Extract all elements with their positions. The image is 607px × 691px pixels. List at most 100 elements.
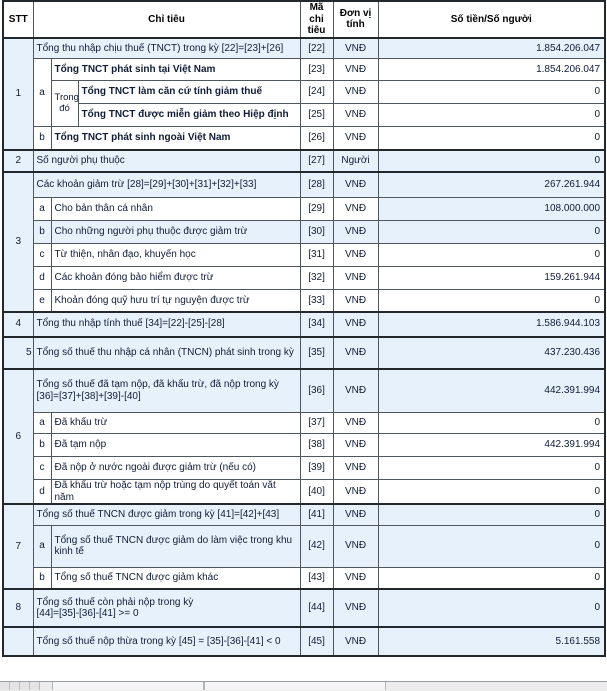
- sheet-tab[interactable]: [52, 682, 204, 690]
- amount-41: 0: [377, 503, 606, 526]
- amount-34: 1.586.944.103: [377, 310, 606, 337]
- row-30: b Cho những người phụ thuộc được giảm tr…: [3, 220, 606, 244]
- code-31: [31]: [299, 243, 334, 267]
- label-27: Số người phụ thuộc: [32, 148, 301, 172]
- letter-a-1: a: [32, 58, 52, 127]
- amount-33[interactable]: 0: [377, 289, 606, 312]
- stt-7: 7: [2, 503, 34, 590]
- row-42: a Tổng số thuế TNCN được giảm do làm việ…: [3, 524, 606, 568]
- label-42: Tổng số thuế TNCN được giảm do làm việc …: [50, 524, 301, 568]
- label-32: Các khoản đóng bảo hiểm được trừ: [50, 266, 301, 290]
- label-36-formula: [36]=[37]+[38]+[39]-[40]: [36, 390, 141, 402]
- header-chi-tieu: Chỉ tiêu: [32, 0, 301, 39]
- unit-34: VNĐ: [332, 310, 379, 337]
- sheet-nav-last-icon[interactable]: [30, 682, 40, 690]
- label-28: Các khoản giảm trừ [28]=[29]+[30]+[31]+[…: [32, 170, 301, 198]
- amount-28: 267.261.944: [377, 170, 606, 198]
- sheet-nav-first-icon[interactable]: [0, 682, 10, 690]
- amount-42: 0: [377, 524, 606, 568]
- unit-33: VNĐ: [332, 289, 379, 312]
- label-40: Đã khấu trừ hoặc tạm nộp trùng do quyết …: [50, 479, 301, 505]
- code-38: [38]: [299, 433, 334, 457]
- amount-31[interactable]: 0: [377, 243, 606, 267]
- amount-26[interactable]: 0: [377, 126, 606, 150]
- amount-29: 108.000.000: [377, 197, 606, 221]
- amount-23[interactable]: 1.854.206.047: [377, 58, 606, 81]
- row-43: b Tổng số thuế TNCN được giảm khác [43] …: [3, 566, 606, 590]
- stt-8: 8: [2, 588, 34, 628]
- row-40: d Đã khấu trừ hoặc tạm nộp trùng do quyế…: [3, 479, 606, 505]
- letter-e-3: e: [32, 289, 52, 312]
- label-35: Tổng số thuế thu nhập cá nhân (TNCN) phá…: [32, 335, 301, 369]
- row-22: 1 Tổng thu nhập chịu thuế (TNCT) trong k…: [2, 36, 606, 150]
- code-35: [35]: [299, 335, 334, 369]
- table-header-row: STT Chỉ tiêu Mã chi tiêu Đơn vị tính Số …: [2, 0, 606, 39]
- unit-31: VNĐ: [332, 243, 379, 267]
- amount-37[interactable]: 0: [377, 412, 606, 434]
- code-42: [42]: [299, 524, 334, 568]
- label-37: Đã khấu trừ: [50, 412, 301, 434]
- unit-29: VNĐ: [332, 197, 379, 221]
- amount-38[interactable]: 442.391.994: [377, 433, 606, 457]
- sheet-nav-next-icon[interactable]: [20, 682, 30, 690]
- label-25: Tổng TNCT được miễn giảm theo Hiệp định: [77, 103, 301, 127]
- letter-d-6: d: [32, 479, 52, 505]
- unit-30: VNĐ: [332, 220, 379, 244]
- row-45: Tổng số thuế nộp thừa trong kỳ [45] = [3…: [2, 626, 606, 657]
- unit-38: VNĐ: [332, 433, 379, 457]
- label-23: Tổng TNCT phát sinh tại Việt Nam: [50, 58, 301, 81]
- stt-2: 2: [2, 148, 34, 172]
- label-34: Tổng thu nhập tính thuế [34]=[22]-[25]-[…: [32, 310, 301, 337]
- row-25: Tổng TNCT được miễn giảm theo Hiệp định …: [3, 103, 606, 127]
- row-35: 5 Tổng số thuế thu nhập cá nhân (TNCN) p…: [2, 335, 606, 369]
- letter-a-7: a: [32, 524, 52, 568]
- unit-41: VNĐ: [332, 503, 379, 526]
- stt-4: 4: [2, 310, 34, 337]
- row-37: a Đã khấu trừ [37] VNĐ 0: [3, 412, 606, 434]
- code-34: [34]: [299, 310, 334, 337]
- sheet-nav-prev-icon[interactable]: [10, 682, 20, 690]
- row-26: b Tổng TNCT phát sinh ngoài Việt Nam [26…: [3, 126, 606, 150]
- label-44-text: Tổng số thuế còn phải nộp trong kỳ: [36, 596, 194, 608]
- amount-25[interactable]: 0: [377, 103, 606, 127]
- amount-35: 437.230.436: [377, 335, 606, 369]
- row-27: 2 Số người phụ thuộc [27] Người 0: [2, 148, 606, 172]
- row-24: Trong đó Tổng TNCT làm căn cứ tính giảm …: [3, 80, 606, 127]
- amount-22: 1.854.206.047: [377, 36, 606, 59]
- sheet-tab[interactable]: [204, 682, 386, 690]
- amount-45: 5.161.558: [377, 626, 606, 657]
- letter-c-3: c: [32, 243, 52, 267]
- amount-24[interactable]: 0: [377, 80, 606, 104]
- letter-b-1: b: [32, 126, 52, 150]
- stt-5: 5: [2, 335, 34, 369]
- code-36: [36]: [299, 367, 334, 413]
- unit-25: VNĐ: [332, 103, 379, 127]
- label-44-formula: [44]=[35]-[36]-[41] >= 0: [36, 608, 139, 619]
- amount-40[interactable]: 0: [377, 479, 606, 505]
- header-don-vi-tinh: Đơn vị tính: [332, 0, 379, 39]
- label-36-text: Tổng số thuế đã tạm nộp, đã khấu trừ, đã…: [36, 379, 279, 391]
- row-34: 4 Tổng thu nhập tính thuế [34]=[22]-[25]…: [2, 310, 606, 337]
- amount-32[interactable]: 159.261.944: [377, 266, 606, 290]
- unit-27: Người: [332, 148, 379, 172]
- label-44: Tổng số thuế còn phải nộp trong kỳ [44]=…: [32, 588, 301, 628]
- amount-43[interactable]: 0: [377, 566, 606, 590]
- code-30: [30]: [299, 220, 334, 244]
- label-30: Cho những người phụ thuộc được giảm trừ: [50, 220, 301, 244]
- stt-9: [2, 626, 34, 657]
- row-28: 3 Các khoản giảm trừ [28]=[29]+[30]+[31]…: [2, 170, 606, 312]
- row-29: a Cho bản thân cá nhân [29] VNĐ 108.000.…: [3, 197, 606, 221]
- unit-40: VNĐ: [332, 479, 379, 505]
- amount-39[interactable]: 0: [377, 456, 606, 480]
- code-26: [26]: [299, 126, 334, 150]
- unit-35: VNĐ: [332, 335, 379, 369]
- label-43: Tổng số thuế TNCN được giảm khác: [50, 566, 301, 590]
- unit-37: VNĐ: [332, 412, 379, 434]
- label-31: Từ thiện, nhân đạo, khuyến học: [50, 243, 301, 267]
- header-stt: STT: [2, 0, 34, 39]
- code-23: [23]: [299, 58, 334, 81]
- label-38: Đã tạm nộp: [50, 433, 301, 457]
- code-29: [29]: [299, 197, 334, 221]
- code-41: [41]: [299, 503, 334, 526]
